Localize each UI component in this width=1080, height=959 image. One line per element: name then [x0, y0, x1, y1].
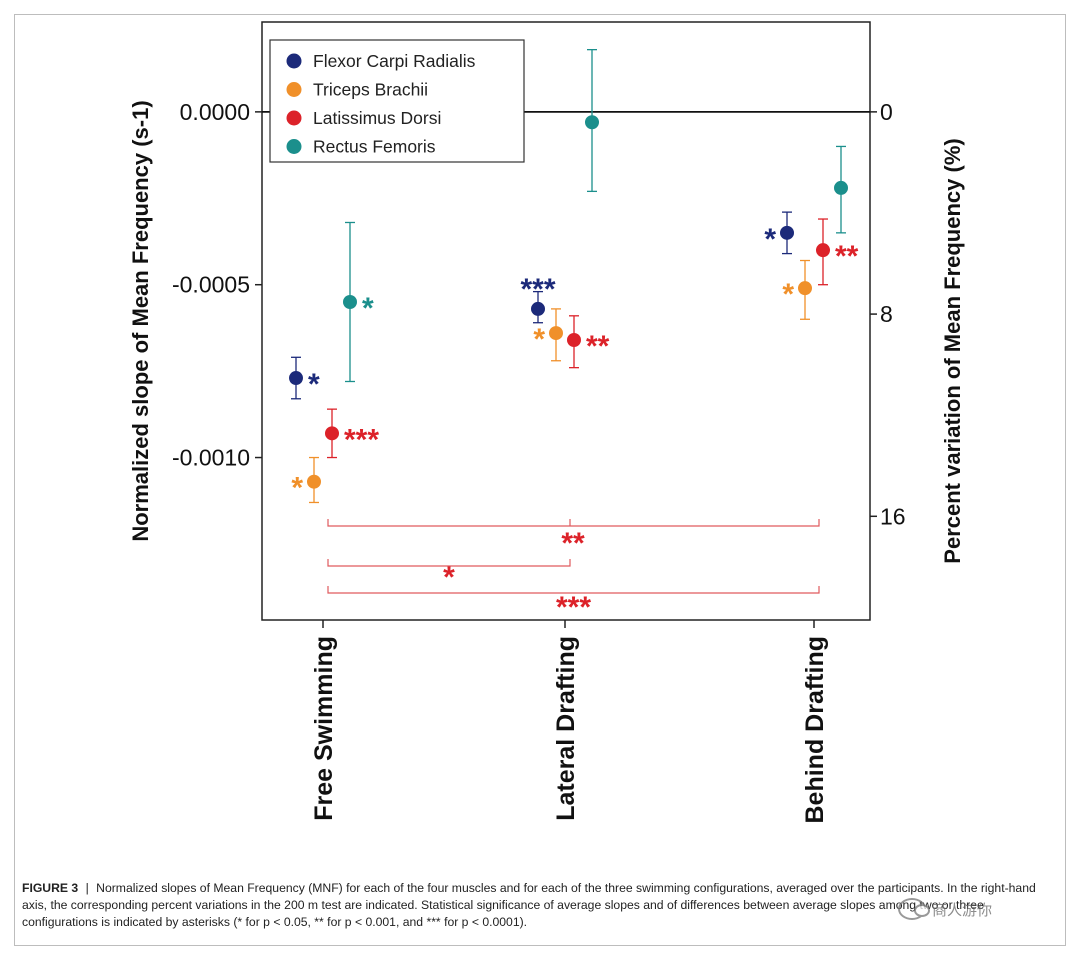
x-category-label: Lateral Drafting	[552, 636, 580, 821]
y-axis-label-right: Percent variation of Mean Frequency (%)	[940, 138, 965, 563]
right-tick-label: 8	[880, 301, 893, 327]
data-point	[549, 326, 563, 341]
data-point	[834, 180, 848, 195]
right-tick-label: 0	[880, 99, 893, 125]
axes-layer: 0.0000 -0.0005 -0.0010 0 8 16 Free Swimming Lat…	[172, 99, 906, 824]
comparison-bracket	[327, 519, 820, 527]
significance-label: *	[362, 292, 374, 325]
significance-label: *	[533, 323, 545, 356]
x-category-label: Free Swimming	[310, 636, 338, 821]
data-point	[780, 225, 794, 240]
legend-box	[269, 39, 525, 163]
legend-marker	[286, 139, 302, 154]
comparison-bracket	[327, 586, 820, 594]
watermark-text: 商人游你	[932, 901, 993, 919]
comparison-significance-label: **	[561, 527, 585, 560]
caption-separator: |	[85, 881, 89, 895]
legend-label: Triceps Brachii	[313, 80, 428, 100]
significance-label: *	[764, 223, 776, 256]
significance-label: **	[586, 330, 610, 363]
right-tick-label: 16	[880, 503, 906, 529]
legend-marker	[286, 110, 302, 126]
data-point	[798, 281, 812, 296]
left-tick-label: -0.0010	[172, 445, 250, 471]
data-point	[567, 333, 581, 348]
significance-label: ***	[344, 423, 379, 456]
data-marks: ****************	[289, 49, 859, 505]
figure-frame	[14, 14, 1066, 946]
data-point	[325, 426, 339, 441]
legend-marker	[286, 82, 302, 97]
legend-marker	[286, 53, 302, 69]
left-tick-label: 0.0000	[180, 99, 250, 125]
comparison-bracket	[327, 559, 571, 567]
figure-caption: FIGURE 3 | Normalized slopes of Mean Fre…	[22, 880, 1042, 931]
comparison-significance-label: ***	[556, 591, 591, 624]
significance-label: *	[308, 368, 320, 401]
significance-brackets: ******	[327, 519, 820, 624]
comparison-significance-label: *	[443, 561, 455, 594]
left-tick-label: -0.0005	[172, 272, 250, 298]
watermark: 商人游你	[898, 898, 992, 920]
data-point	[816, 243, 830, 258]
x-category-label: Behind Drafting	[801, 636, 829, 824]
significance-label: *	[291, 472, 303, 505]
legend-label: Rectus Femoris	[313, 137, 436, 157]
chart: 0.0000 -0.0005 -0.0010 0 8 16 Free Swimming Lat…	[128, 21, 965, 824]
data-point	[343, 294, 357, 309]
caption-figure-label: FIGURE 3	[22, 881, 79, 895]
caption-text: Normalized slopes of Mean Frequency (MNF…	[22, 881, 1036, 929]
legend-label: Latissimus Dorsi	[313, 108, 441, 128]
data-point	[307, 474, 321, 489]
chat-bubble-icon	[898, 898, 930, 920]
plot-frame	[261, 21, 871, 621]
significance-label: ***	[520, 273, 555, 306]
y-axis-label-left: Normalized slope of Mean Frequency (s-1)	[128, 100, 153, 541]
legend-label: Flexor Carpi Radialis	[313, 51, 476, 71]
data-point	[531, 301, 545, 316]
significance-label: **	[835, 240, 859, 273]
data-point	[585, 115, 599, 130]
legend: Flexor Carpi Radialis Triceps Brachii Lati…	[269, 39, 525, 163]
data-point	[289, 371, 303, 386]
significance-label: *	[782, 278, 794, 311]
